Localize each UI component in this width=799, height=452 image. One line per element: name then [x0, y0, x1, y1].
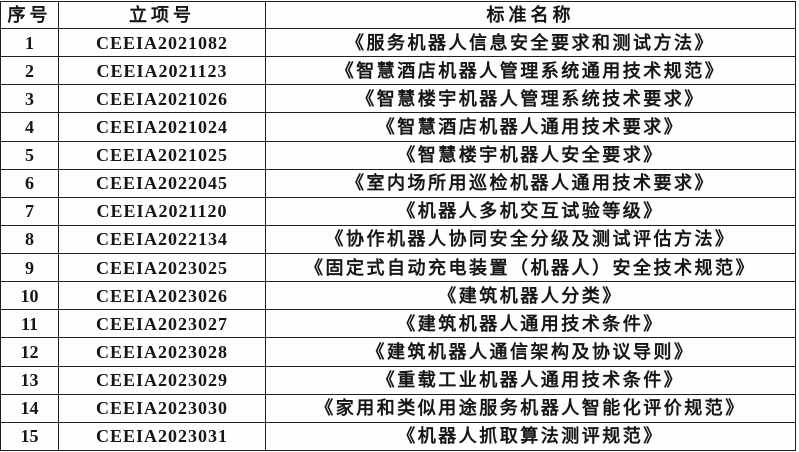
table-row: 3 CEEIA2021026 《智慧楼宇机器人管理系统技术要求》 — [0, 84, 796, 114]
column-header-project-id: 立项号 — [58, 1, 266, 29]
table-row: 11 CEEIA2023027 《建筑机器人通用技术条件》 — [0, 309, 796, 339]
cell-project-id: CEEIA2022045 — [58, 168, 266, 198]
cell-project-id: CEEIA2021082 — [58, 27, 266, 58]
cell-standard-name: 《机器人抓取算法测评规范》 — [265, 421, 796, 452]
cell-standard-name: 《固定式自动充电装置（机器人）安全技术规范》 — [265, 252, 796, 283]
cell-project-id: CEEIA2022134 — [58, 224, 266, 255]
cell-serial-no: 1 — [0, 27, 59, 58]
cell-standard-name: 《智慧酒店机器人管理系统通用技术规范》 — [265, 56, 796, 86]
table-row: 4 CEEIA2021024 《智慧酒店机器人通用技术要求》 — [0, 112, 796, 142]
table-row: 14 CEEIA2023030 《家用和类似用途服务机器人智能化评价规范》 — [0, 393, 796, 423]
cell-project-id: CEEIA2021025 — [58, 140, 266, 170]
cell-project-id: CEEIA2023028 — [58, 337, 266, 367]
table-row: 10 CEEIA2023026 《建筑机器人分类》 — [0, 281, 796, 311]
cell-project-id: CEEIA2023027 — [58, 309, 266, 339]
table-header-row: 序号 立项号 标准名称 — [0, 1, 796, 29]
cell-standard-name: 《重载工业机器人通用技术条件》 — [265, 365, 796, 395]
table-row: 7 CEEIA2021120 《机器人多机交互试验等级》 — [0, 196, 796, 226]
table-row: 1 CEEIA2021082 《服务机器人信息安全要求和测试方法》 — [0, 27, 796, 58]
cell-serial-no: 4 — [0, 112, 59, 142]
cell-standard-name: 《服务机器人信息安全要求和测试方法》 — [265, 27, 796, 58]
table-row: 9 CEEIA2023025 《固定式自动充电装置（机器人）安全技术规范》 — [0, 252, 796, 283]
cell-standard-name: 《智慧楼宇机器人管理系统技术要求》 — [265, 84, 796, 114]
table-row: 15 CEEIA2023031 《机器人抓取算法测评规范》 — [0, 421, 796, 452]
cell-standard-name: 《智慧楼宇机器人安全要求》 — [265, 140, 796, 170]
cell-standard-name: 《建筑机器人分类》 — [265, 281, 796, 311]
table-row: 5 CEEIA2021025 《智慧楼宇机器人安全要求》 — [0, 140, 796, 170]
table-body: 1 CEEIA2021082 《服务机器人信息安全要求和测试方法》 2 CEEIA202… — [0, 27, 796, 452]
table-row: 8 CEEIA2022134 《协作机器人协同安全分级及测试评估方法》 — [0, 224, 796, 255]
cell-serial-no: 13 — [0, 365, 59, 395]
cell-project-id: CEEIA2021120 — [58, 196, 266, 226]
cell-standard-name: 《家用和类似用途服务机器人智能化评价规范》 — [265, 393, 796, 423]
cell-standard-name: 《建筑机器人通用技术条件》 — [265, 309, 796, 339]
cell-serial-no: 9 — [0, 252, 59, 283]
cell-serial-no: 14 — [0, 393, 59, 423]
cell-project-id: CEEIA2021024 — [58, 112, 266, 142]
cell-standard-name: 《机器人多机交互试验等级》 — [265, 196, 796, 226]
cell-serial-no: 6 — [0, 168, 59, 198]
cell-standard-name: 《室内场所用巡检机器人通用技术要求》 — [265, 168, 796, 198]
cell-project-id: CEEIA2021123 — [58, 56, 266, 86]
table-row: 6 CEEIA2022045 《室内场所用巡检机器人通用技术要求》 — [0, 168, 796, 198]
cell-serial-no: 12 — [0, 337, 59, 367]
table-row: 2 CEEIA2021123 《智慧酒店机器人管理系统通用技术规范》 — [0, 56, 796, 86]
cell-standard-name: 《建筑机器人通信架构及协议导则》 — [265, 337, 796, 367]
cell-project-id: CEEIA2023026 — [58, 281, 266, 311]
cell-project-id: CEEIA2023031 — [58, 421, 266, 452]
cell-standard-name: 《协作机器人协同安全分级及测试评估方法》 — [265, 224, 796, 255]
cell-serial-no: 11 — [0, 309, 59, 339]
table-row: 12 CEEIA2023028 《建筑机器人通信架构及协议导则》 — [0, 337, 796, 367]
cell-serial-no: 5 — [0, 140, 59, 170]
column-header-serial-no: 序号 — [0, 1, 59, 29]
cell-project-id: CEEIA2023029 — [58, 365, 266, 395]
table-row: 13 CEEIA2023029 《重载工业机器人通用技术条件》 — [0, 365, 796, 395]
cell-project-id: CEEIA2023030 — [58, 393, 266, 423]
cell-project-id: CEEIA2021026 — [58, 84, 266, 114]
cell-serial-no: 10 — [0, 281, 59, 311]
cell-serial-no: 15 — [0, 421, 59, 452]
cell-serial-no: 2 — [0, 56, 59, 86]
cell-serial-no: 3 — [0, 84, 59, 114]
cell-standard-name: 《智慧酒店机器人通用技术要求》 — [265, 112, 796, 142]
cell-project-id: CEEIA2023025 — [58, 252, 266, 283]
cell-serial-no: 7 — [0, 196, 59, 226]
column-header-standard-name: 标准名称 — [265, 1, 796, 29]
cell-serial-no: 8 — [0, 224, 59, 255]
